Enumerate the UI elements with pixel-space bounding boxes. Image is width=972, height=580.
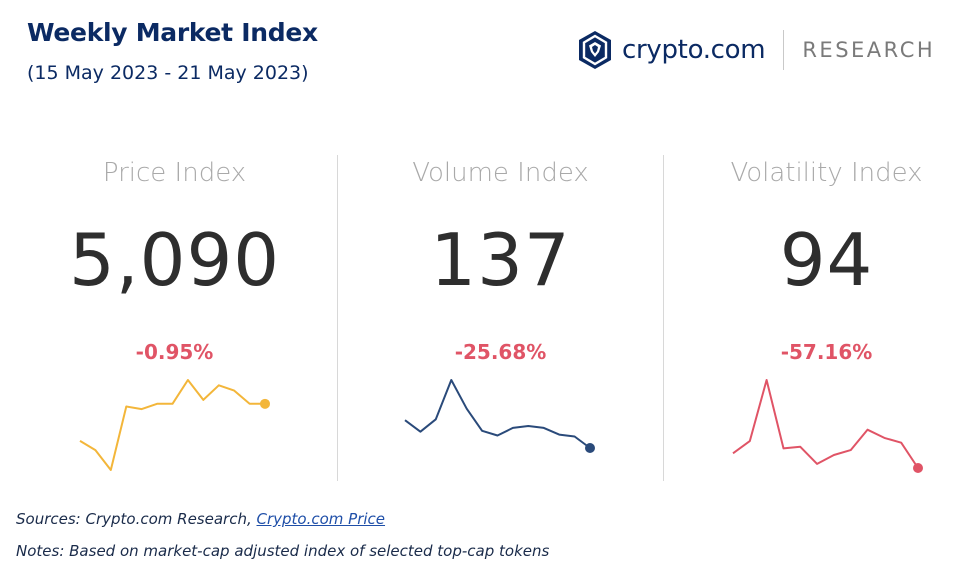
volatility-index-panel: Volatility Index 94 -57.16% [664,150,972,490]
series-line [79,379,265,471]
volume-index-value: 137 [430,218,571,302]
price-index-change: -0.95% [135,340,214,364]
series-line [732,379,919,469]
crypto-price-link[interactable]: Crypto.com Price [256,510,386,528]
price-index-panel: Price Index 5,090 -0.95% [12,150,337,490]
date-range: (15 May 2023 - 21 May 2023) [27,62,309,84]
last-point-marker [585,443,595,453]
volatility-index-change: -57.16% [780,340,873,364]
price-index-sparkline [79,379,270,471]
sources-note: Sources: Crypto.com Research, Crypto.com… [16,510,385,528]
volatility-index-label: Volatility Index [730,158,923,188]
last-point-marker [260,398,270,409]
logo-divider [783,30,785,70]
crypto-com-lion-icon [579,31,611,69]
price-index-value: 5,090 [68,218,281,302]
last-point-marker [913,463,923,473]
page-title: Weekly Market Index [27,18,318,47]
price-index-label: Price Index [102,158,247,188]
volume-index-label: Volume Index [412,158,589,188]
volatility-index-value: 94 [779,218,874,302]
volume-index-panel: Volume Index 137 -25.68% [338,150,663,490]
notes-text: Notes: Based on market-cap adjusted inde… [16,542,550,560]
panel-divider [337,155,338,481]
brand-tag: RESEARCH [802,38,936,62]
brand-logo: crypto.com RESEARCH [578,28,935,72]
sources-text: Sources: Crypto.com Research, [16,510,257,528]
panel-divider [663,155,664,481]
series-line [404,379,591,449]
volume-index-change: -25.68% [454,340,547,364]
brand-name: crypto.com [622,35,766,65]
volume-index-sparkline [404,379,595,453]
volatility-index-sparkline [732,379,923,473]
